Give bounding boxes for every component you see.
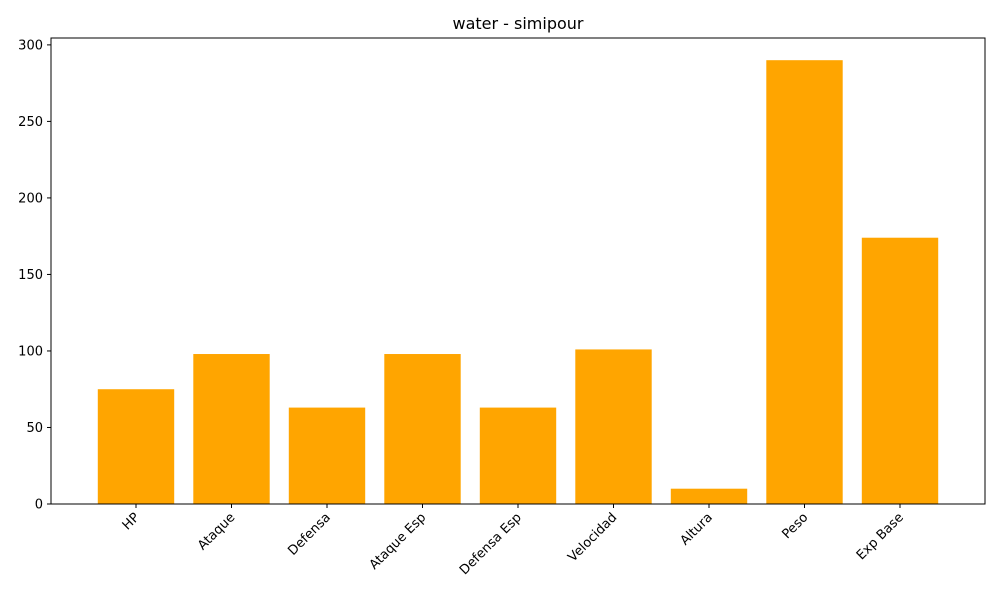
y-tick-label: 50 [26,421,43,436]
x-axis: HP Ataque Defensa Ataque Esp Defensa Esp Velo… [120,504,907,578]
bar-hp [97,389,175,504]
x-tick-label: HP [120,510,143,533]
bar-exp-base [861,237,939,504]
plot-frame [50,37,986,505]
y-tick-label: 150 [18,268,43,283]
x-tick-label: Ataque Esp [367,510,430,573]
x-tick-label: Ataque [195,510,238,553]
bar-velocidad [575,349,652,504]
y-tick-label: 200 [18,191,43,206]
x-tick-label: Velocidad [565,510,620,565]
bar-altura [670,488,748,504]
bar-ataque-esp [384,354,461,504]
bar-peso [766,60,843,504]
y-tick-label: 300 [18,38,43,53]
x-tick-label: Altura [678,510,716,548]
x-tick-label: Peso [779,510,811,542]
y-tick-label: 100 [18,344,43,359]
bar-defensa [288,407,366,504]
x-tick-label: Defensa [285,510,333,558]
bars-layer [97,60,939,504]
y-axis: 0 50 100 150 200 250 300 [18,38,51,513]
y-tick-label: 0 [35,498,43,513]
bar-defensa-esp [479,407,557,504]
y-tick-label: 250 [18,115,43,130]
chart-title: water - simipour [452,14,583,33]
x-tick-label: Defensa Esp [457,510,525,578]
bar-ataque [193,354,270,504]
x-tick-label: Exp Base [854,510,907,563]
